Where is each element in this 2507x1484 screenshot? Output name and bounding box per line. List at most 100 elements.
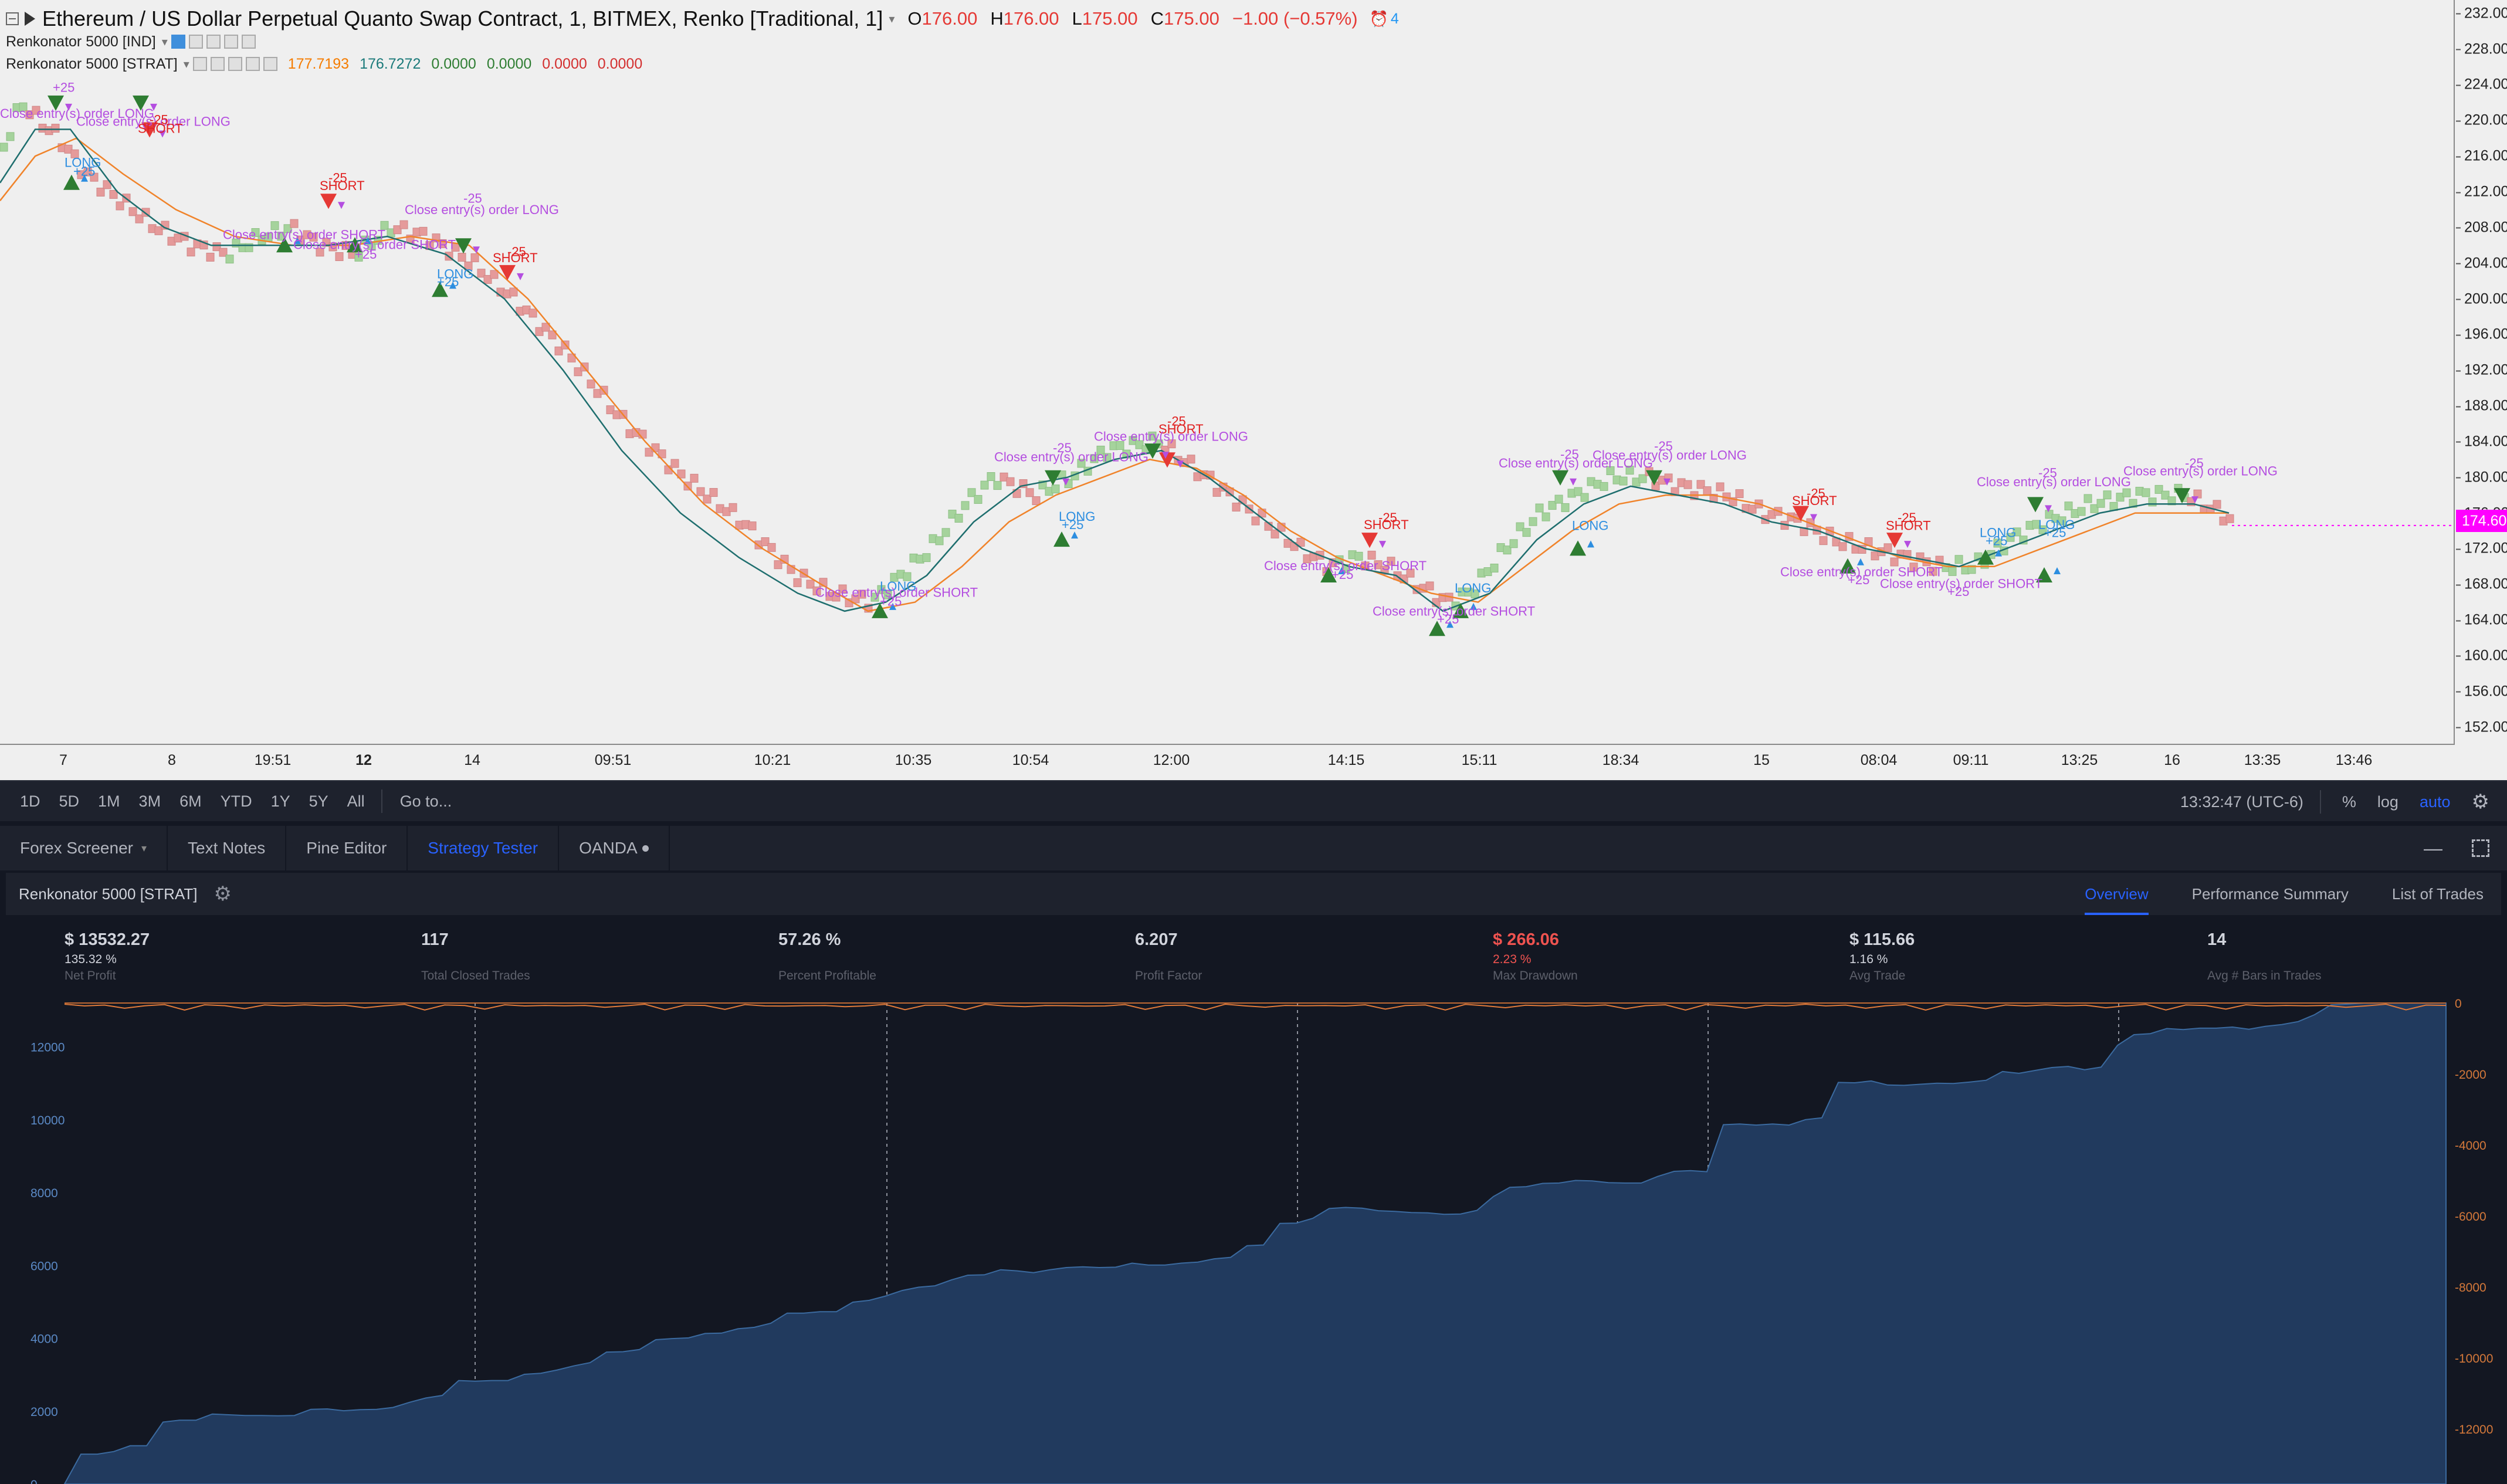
period-button-all[interactable]: All <box>347 792 365 810</box>
tab-forex-screener[interactable]: Forex Screener ▾ <box>0 826 168 870</box>
exit-triangle-icon[interactable] <box>455 238 472 254</box>
strategy-tab-overview[interactable]: Overview <box>2085 873 2149 915</box>
long-entry-triangle-icon[interactable] <box>432 282 448 297</box>
trade-annotation: LONG <box>1980 526 2016 540</box>
trade-annotation: LONG <box>1455 581 1491 595</box>
indicator-name[interactable]: Renkonator 5000 [IND] <box>6 33 156 50</box>
trade-annotation: SHORT <box>1364 517 1409 532</box>
renko-brick-up <box>1548 501 1557 510</box>
exit-triangle-icon[interactable] <box>1646 470 1662 486</box>
exit-triangle-icon[interactable] <box>2174 488 2190 504</box>
period-button-ytd[interactable]: YTD <box>220 792 252 810</box>
long-entry-triangle-icon[interactable] <box>1429 621 1445 636</box>
period-button-1d[interactable]: 1D <box>20 792 40 810</box>
renko-brick-up <box>2129 499 2137 508</box>
more-icon[interactable] <box>245 57 260 71</box>
period-button-5y[interactable]: 5Y <box>309 792 328 810</box>
long-entry-triangle-icon[interactable] <box>1452 602 1469 618</box>
equity-chart[interactable]: 12000 10000 8000 6000 4000 2000 0 0 -2000 -4000 -6… <box>0 988 2507 1484</box>
strategy-settings-gear-icon[interactable]: ⚙ <box>214 883 232 905</box>
metric-label: Avg # Bars in Trades <box>2207 969 2322 982</box>
renko-brick-down <box>812 586 821 595</box>
short-entry-triangle-icon[interactable] <box>499 265 516 280</box>
source-icon[interactable] <box>206 35 221 49</box>
long-entry-triangle-icon[interactable] <box>2036 567 2052 583</box>
exit-triangle-icon[interactable] <box>1045 470 1061 486</box>
short-entry-triangle-icon[interactable] <box>141 122 158 138</box>
period-button-6m[interactable]: 6M <box>179 792 202 810</box>
exit-triangle-icon[interactable] <box>2027 497 2044 513</box>
renko-chart-area[interactable]: Close entry(s) order LONG Close entry(s) … <box>0 0 2455 745</box>
settings-icon[interactable] <box>210 57 225 71</box>
clock-timezone[interactable]: 13:32:47 (UTC-6) <box>2180 792 2303 811</box>
close-icon[interactable] <box>241 35 256 49</box>
symbol-title[interactable]: Ethereum / US Dollar Perpetual Quanto Sw… <box>42 6 883 31</box>
settings-icon[interactable] <box>188 35 203 49</box>
renko-brick-up <box>2058 516 2066 526</box>
period-button-3m[interactable]: 3M <box>138 792 161 810</box>
long-entry-triangle-icon[interactable] <box>1320 567 1337 583</box>
price-axis[interactable]: 232.00 228.00 224.00 220.00 216.00 212.00 208.… <box>2455 0 2507 745</box>
go-to-date-button[interactable]: Go to... <box>399 792 452 810</box>
long-entry-triangle-icon[interactable] <box>347 237 363 253</box>
tab-pine-editor[interactable]: Pine Editor <box>286 826 408 870</box>
long-entry-triangle-icon[interactable] <box>63 174 80 190</box>
metric-value: $ 13532.27 <box>65 930 150 949</box>
chevron-down-icon[interactable]: ▾ <box>889 12 895 26</box>
exit-triangle-icon[interactable] <box>1552 470 1568 486</box>
short-entry-triangle-icon[interactable] <box>1361 533 1378 548</box>
chevron-down-icon[interactable]: ▾ <box>161 35 168 49</box>
price-tick-label: 220.00 <box>2455 112 2507 129</box>
metric-avg-bars-in-trades: 14 Avg # Bars in Trades <box>2207 930 2322 983</box>
indicator-name[interactable]: Renkonator 5000 [STRAT] <box>6 55 178 72</box>
flag-icon[interactable] <box>25 12 35 26</box>
arrow-up-icon <box>1446 621 1454 628</box>
strategy-tab-list-of-trades[interactable]: List of Trades <box>2391 885 2484 903</box>
strategy-tab-performance-summary[interactable]: Performance Summary <box>2191 885 2349 903</box>
source-icon[interactable] <box>228 57 242 71</box>
metric-value: 6.207 <box>1135 930 1178 949</box>
visibility-icon[interactable] <box>171 35 185 49</box>
time-axis[interactable]: 7 8 19:51 12 14 09:51 10:21 10:35 10:54 12:00 14:1… <box>0 746 2455 780</box>
renko-brick-down <box>316 248 324 257</box>
more-icon[interactable] <box>223 35 238 49</box>
long-entry-triangle-icon[interactable] <box>276 237 293 253</box>
maximize-panel-icon[interactable] <box>2472 839 2489 857</box>
log-scale-toggle[interactable]: log <box>2377 792 2398 811</box>
chevron-down-icon[interactable]: ▾ <box>141 842 147 854</box>
arrow-down-icon <box>2191 496 2198 504</box>
tab-strategy-tester[interactable]: Strategy Tester <box>408 826 560 870</box>
exit-triangle-icon[interactable] <box>1144 443 1161 459</box>
long-entry-triangle-icon[interactable] <box>1570 540 1586 556</box>
price-tick-label: 228.00 <box>2455 40 2507 57</box>
time-tick-label: 12:00 <box>1153 752 1190 768</box>
collapse-legend-icon[interactable] <box>6 12 19 25</box>
long-entry-triangle-icon[interactable] <box>1053 531 1070 547</box>
auto-scale-toggle[interactable]: auto <box>2419 792 2451 811</box>
period-button-1m[interactable]: 1M <box>98 792 120 810</box>
chevron-down-icon[interactable]: ▾ <box>183 57 189 71</box>
period-button-5d[interactable]: 5D <box>59 792 80 810</box>
exit-triangle-icon[interactable] <box>133 95 149 111</box>
short-entry-triangle-icon[interactable] <box>1159 452 1175 468</box>
percent-scale-toggle[interactable]: % <box>2342 792 2356 811</box>
long-entry-triangle-icon[interactable] <box>1839 558 1856 574</box>
short-entry-triangle-icon[interactable] <box>1886 533 1903 548</box>
minimize-panel-icon[interactable]: — <box>2424 837 2442 859</box>
tab-text-notes[interactable]: Text Notes <box>168 826 287 870</box>
renko-brick-up <box>19 102 28 111</box>
short-entry-triangle-icon[interactable] <box>320 194 337 209</box>
period-button-1y[interactable]: 1Y <box>270 792 290 810</box>
long-entry-triangle-icon[interactable] <box>872 602 888 618</box>
visibility-icon[interactable] <box>192 57 207 71</box>
tab-oanda[interactable]: OANDA <box>559 826 670 870</box>
exit-triangle-icon[interactable] <box>48 95 64 111</box>
time-tick-label: 18:34 <box>1602 752 1639 768</box>
renko-brick-down <box>761 537 770 547</box>
long-entry-triangle-icon[interactable] <box>1977 549 1994 565</box>
chart-settings-gear-icon[interactable]: ⚙ <box>2471 791 2489 813</box>
short-entry-triangle-icon[interactable] <box>1793 506 1809 521</box>
alarm-clock-icon[interactable]: ⏰ <box>1369 9 1388 28</box>
close-icon[interactable] <box>263 57 277 71</box>
